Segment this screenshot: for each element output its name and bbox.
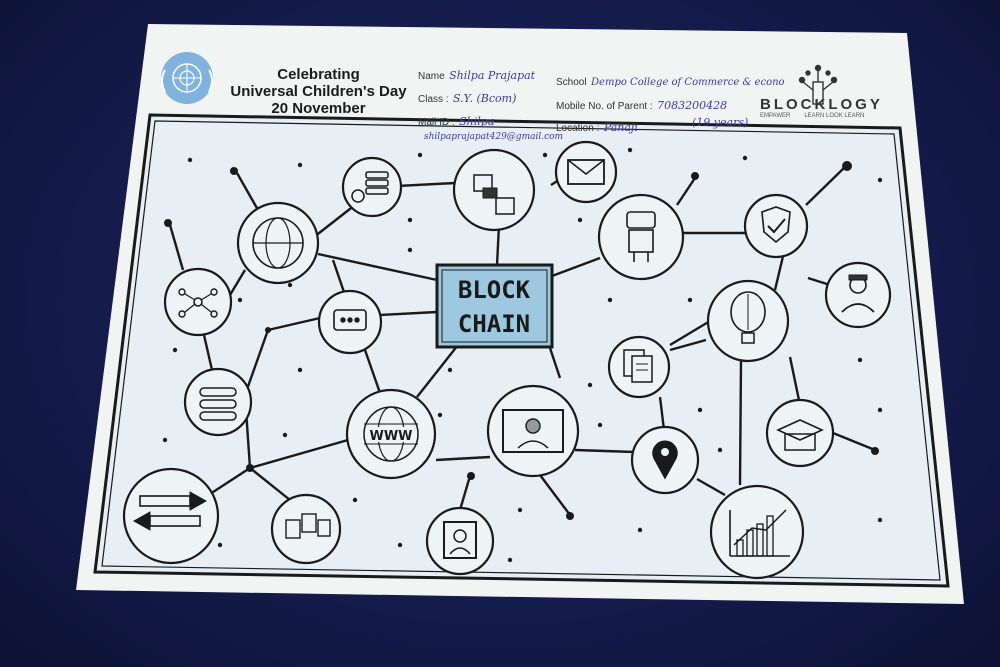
name-field: Name Shilpa Prajapat	[418, 66, 535, 84]
name-value: Shilpa Prajapat	[449, 69, 536, 82]
school-label: School	[556, 77, 587, 88]
mail-label: Mail ID :	[418, 117, 455, 128]
blockchain-center-box: BLOCK CHAIN	[435, 263, 554, 349]
mail-field: Mail ID : Shilpa	[418, 112, 494, 130]
name-label: Name	[418, 71, 445, 82]
title-line-1: Celebrating	[277, 66, 360, 83]
age-value: (19 years)	[692, 116, 749, 129]
arrows-icon	[122, 467, 220, 565]
network-icon	[163, 267, 233, 337]
shield-check-icon	[743, 193, 809, 259]
event-title: Celebrating Universal Children's Day 20 …	[226, 66, 411, 117]
team-cards-icon	[270, 493, 342, 565]
mobile-field: Mobile No. of Parent : 7083200428	[556, 96, 727, 114]
logo-word: BLOCKLOGY	[760, 96, 883, 113]
bar-chart-icon	[709, 484, 805, 580]
location-pin-icon	[630, 425, 700, 495]
background-dots	[162, 147, 883, 563]
coins-icon	[341, 156, 403, 218]
class-label: Class :	[418, 94, 449, 105]
monitor-user-icon	[486, 384, 580, 478]
documents-icon	[607, 335, 671, 399]
www-globe-icon: WWW	[345, 388, 437, 480]
mail-address: shilpaprajapat429@gmail.com	[424, 132, 564, 142]
portrait-frame-icon	[425, 506, 495, 576]
location-value: Panaji	[603, 121, 638, 134]
title-line-2: Universal Children's Day	[230, 83, 407, 100]
location-field: Location : Panaji	[556, 118, 638, 136]
logo-small: EMPAWER	[760, 113, 791, 119]
user-graduate-icon	[824, 261, 892, 329]
blocklogy-logo: BLOCKLOGY EMPAWER LEARN LOOK LEARN	[760, 96, 883, 119]
connector-end-dots	[164, 161, 879, 520]
age-field: (19 years)	[692, 113, 748, 131]
globe-icon	[236, 201, 320, 285]
inner-frame	[101, 120, 941, 581]
flowchart-icon	[183, 367, 253, 437]
class-field: Class : S.Y. (Bcom)	[418, 89, 516, 107]
graduation-cap-icon	[765, 398, 835, 468]
school-field: School Dempo College of Commerce & econo	[556, 72, 785, 90]
class-value: S.Y. (Bcom)	[453, 92, 517, 105]
center-label-line-2: CHAIN	[458, 310, 530, 338]
un-emblem-icon	[161, 52, 213, 104]
chat-bubble-icon	[317, 289, 383, 355]
mobile-value: 7083200428	[657, 99, 728, 112]
envelope-icon	[554, 140, 618, 204]
school-value: Dempo College of Commerce & econo	[591, 77, 785, 88]
www-label: WWW	[369, 429, 412, 444]
brain-bulb-icon	[706, 279, 790, 363]
logo-tagline: LEARN LOOK LEARN	[804, 113, 865, 119]
center-label-line-1: BLOCK	[458, 276, 531, 304]
title-line-3: 20 November	[271, 100, 366, 117]
location-label: Location :	[556, 123, 600, 134]
mobile-label: Mobile No. of Parent :	[556, 101, 653, 112]
mail-value-struck: Shilpa	[459, 115, 495, 128]
puzzle-icon	[452, 148, 536, 232]
mail-value-line-2: shilpaprajapat429@gmail.com	[424, 126, 563, 144]
robot-icon	[597, 193, 685, 281]
blocklogy-logo-icon	[798, 64, 838, 105]
